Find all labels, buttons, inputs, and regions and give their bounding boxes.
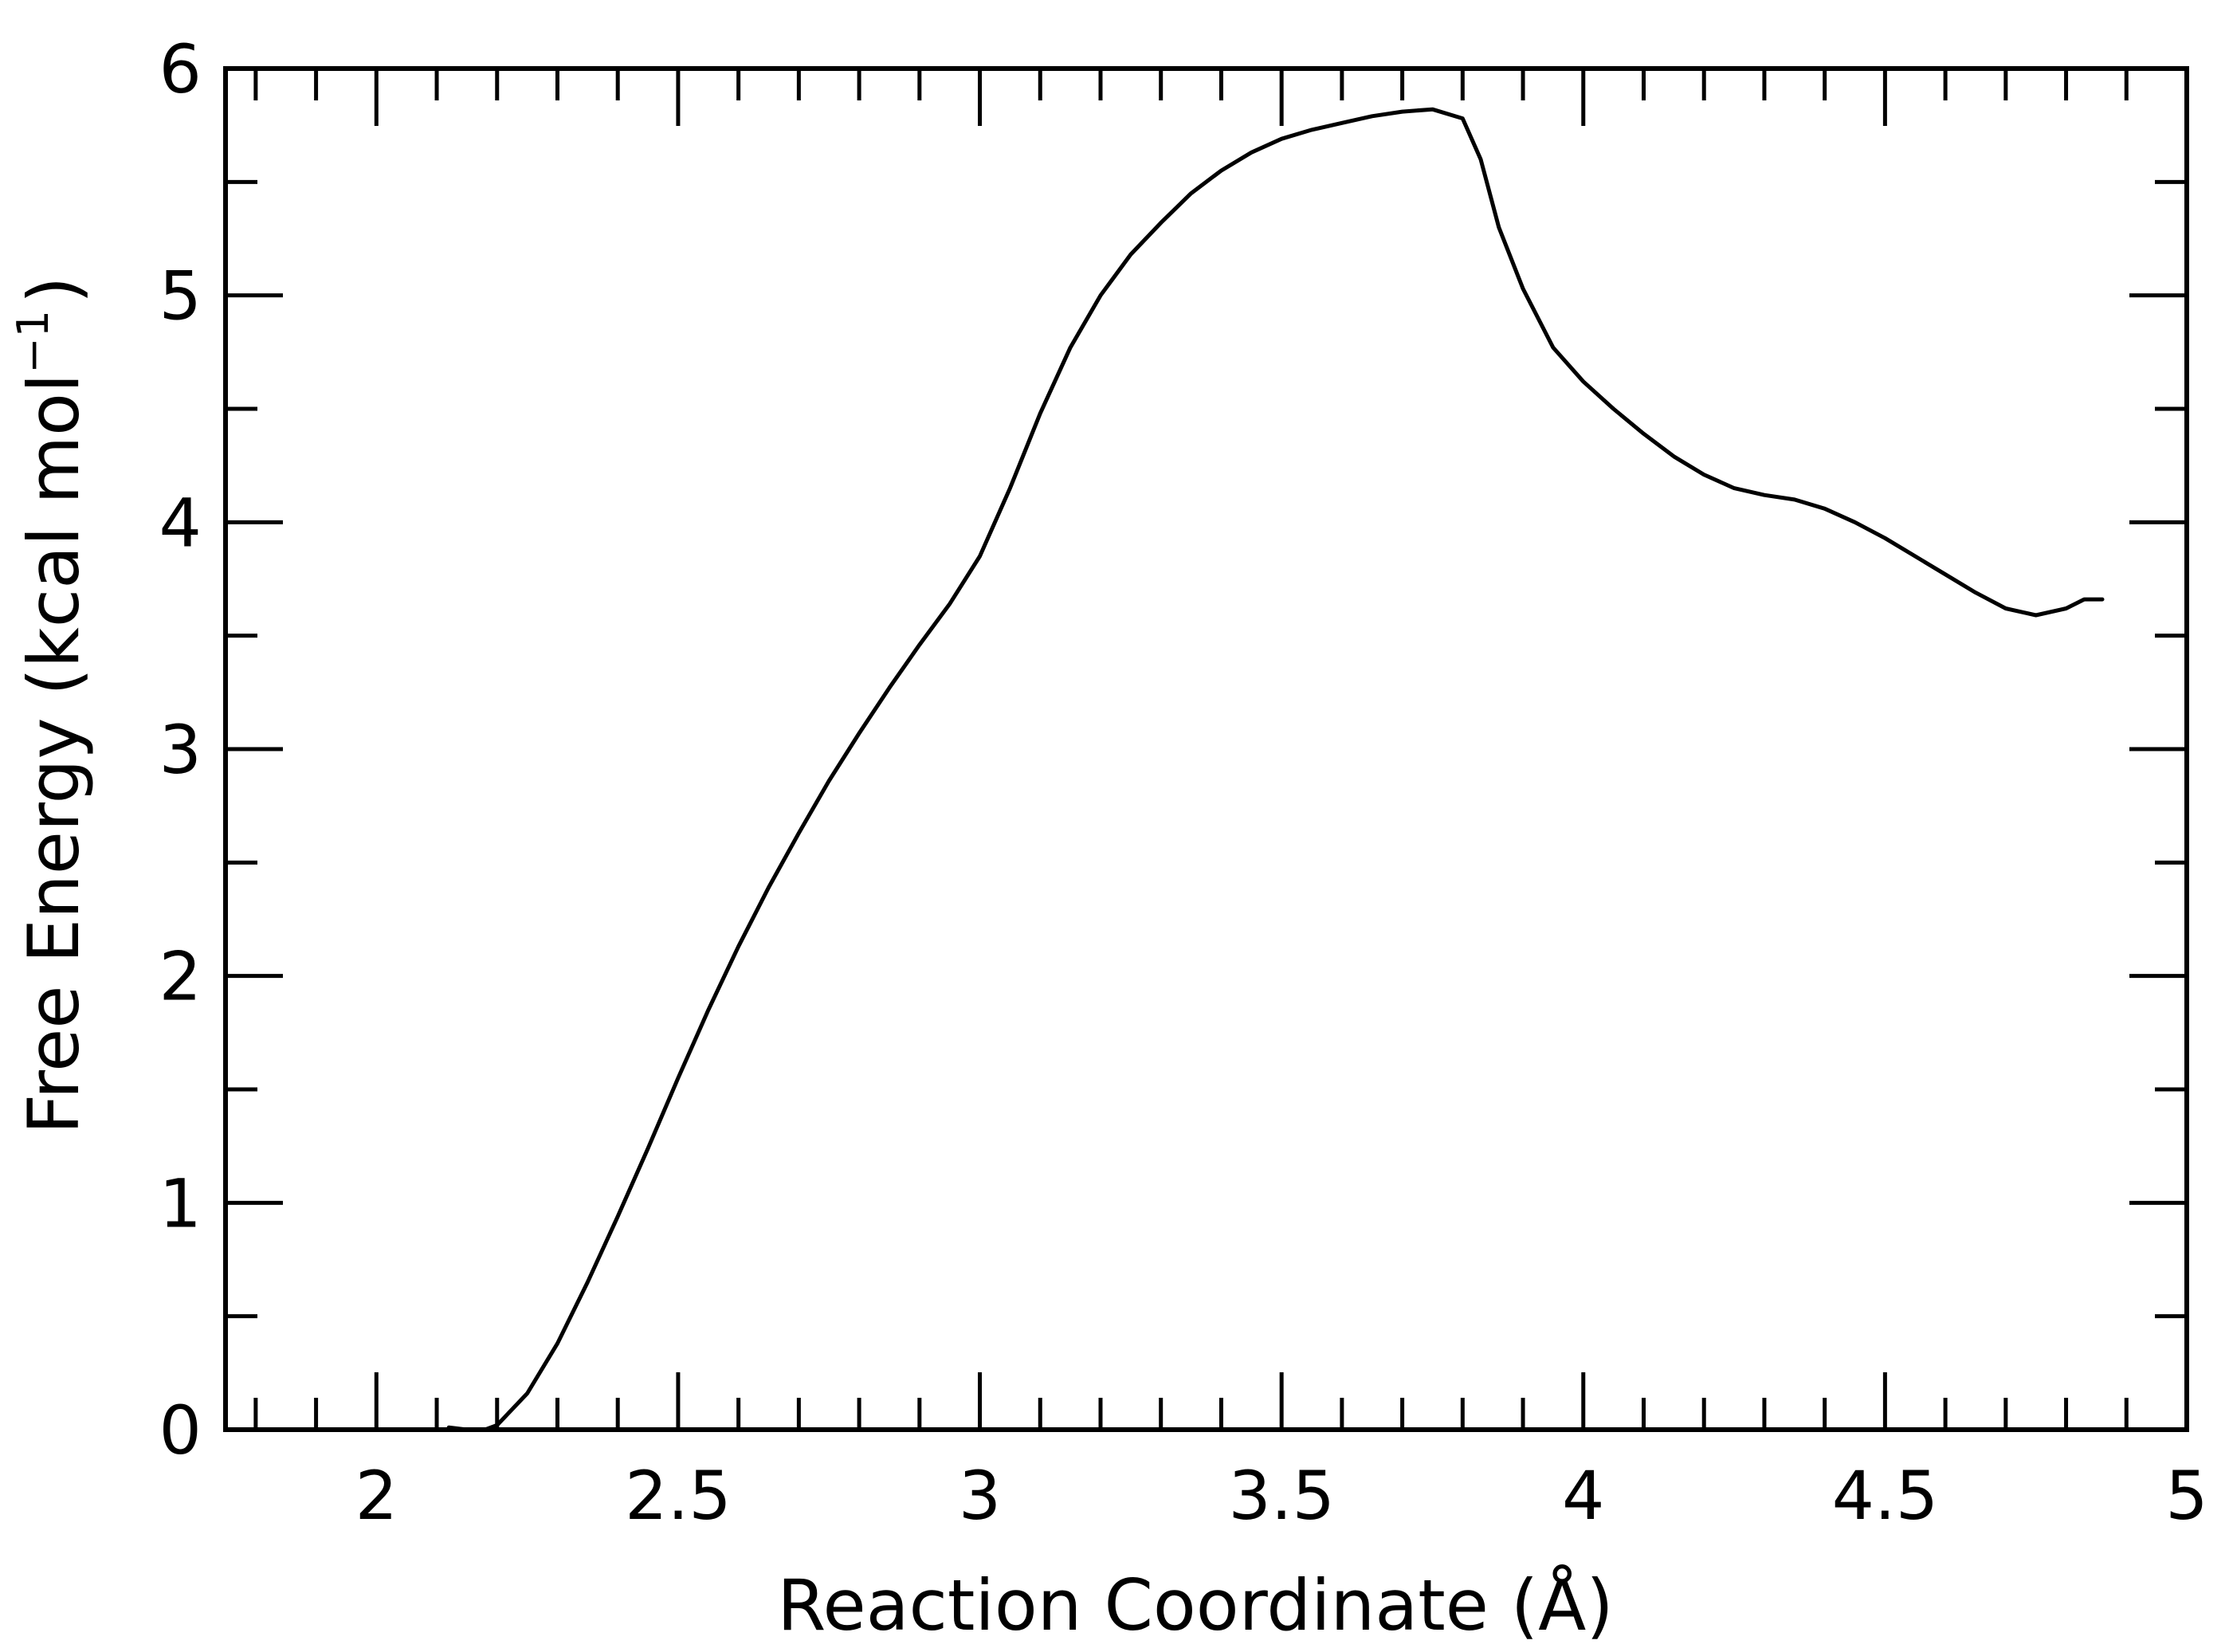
x-tick-label: 4	[1562, 1457, 1604, 1535]
y-tick-label: 2	[159, 938, 202, 1016]
y-tick-label: 6	[159, 30, 202, 108]
y-axis-title-main: Free Energy (kcal mol	[13, 374, 95, 1135]
free-energy-line	[446, 107, 2105, 1432]
x-tick-label: 4.5	[1832, 1457, 1939, 1535]
x-tick-label: 2	[355, 1457, 398, 1535]
x-tick-labels: 2 2.5 3 3.5 4 4.5 5	[355, 1457, 2208, 1535]
y-axis-title-superscript: −1	[8, 310, 58, 374]
y-tick-label: 4	[159, 484, 202, 562]
y-minor-ticks	[226, 179, 2187, 1319]
y-axis-title: Free Energy (kcal mol−1)	[8, 277, 95, 1135]
x-minor-ticks	[253, 69, 2129, 1430]
y-axis-title-group: Free Energy (kcal mol−1)	[8, 277, 95, 1135]
y-tick-label: 0	[159, 1391, 202, 1470]
x-tick-label: 3.5	[1228, 1457, 1335, 1535]
y-axis-title-close: )	[13, 277, 95, 304]
y-tick-label: 1	[159, 1164, 202, 1242]
plot-frame	[223, 66, 2189, 1432]
x-tick-label: 2.5	[625, 1457, 732, 1535]
y-tick-label: 3	[159, 711, 202, 789]
y-tick-labels: 0 1 2 3 4 5 6	[159, 30, 202, 1470]
x-tick-label: 3	[959, 1457, 1001, 1535]
x-axis-title: Reaction Coordinate (Å)	[777, 1564, 1613, 1646]
y-tick-label: 5	[159, 257, 202, 336]
x-tick-label: 5	[2165, 1457, 2207, 1535]
y-major-ticks	[226, 66, 2187, 1432]
x-major-ticks	[374, 69, 2189, 1430]
